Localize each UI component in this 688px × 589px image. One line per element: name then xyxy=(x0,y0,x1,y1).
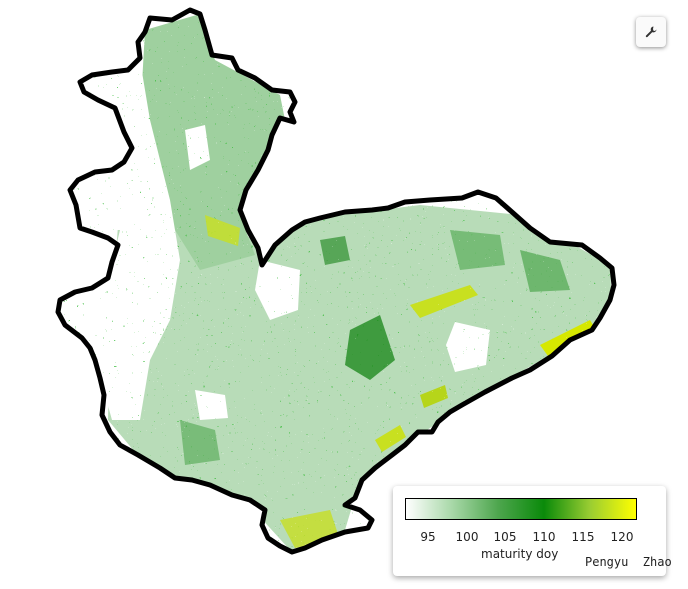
map-tools-button[interactable] xyxy=(636,17,666,47)
author-credit: Pengyu Zhao xyxy=(585,555,672,569)
legend-panel: 95 100 105 110 115 120 maturity doy Peng… xyxy=(393,486,672,576)
colorbar-tick: 95 xyxy=(420,530,436,544)
colorbar-tick: 105 xyxy=(493,530,517,544)
colorbar xyxy=(405,498,637,520)
wrench-icon xyxy=(645,26,657,38)
colorbar-tick: 100 xyxy=(455,530,479,544)
colorbar-tick: 110 xyxy=(532,530,556,544)
colorbar-tick: 115 xyxy=(571,530,595,544)
colorbar-tick: 120 xyxy=(610,530,634,544)
legend-title: maturity doy xyxy=(481,547,559,561)
